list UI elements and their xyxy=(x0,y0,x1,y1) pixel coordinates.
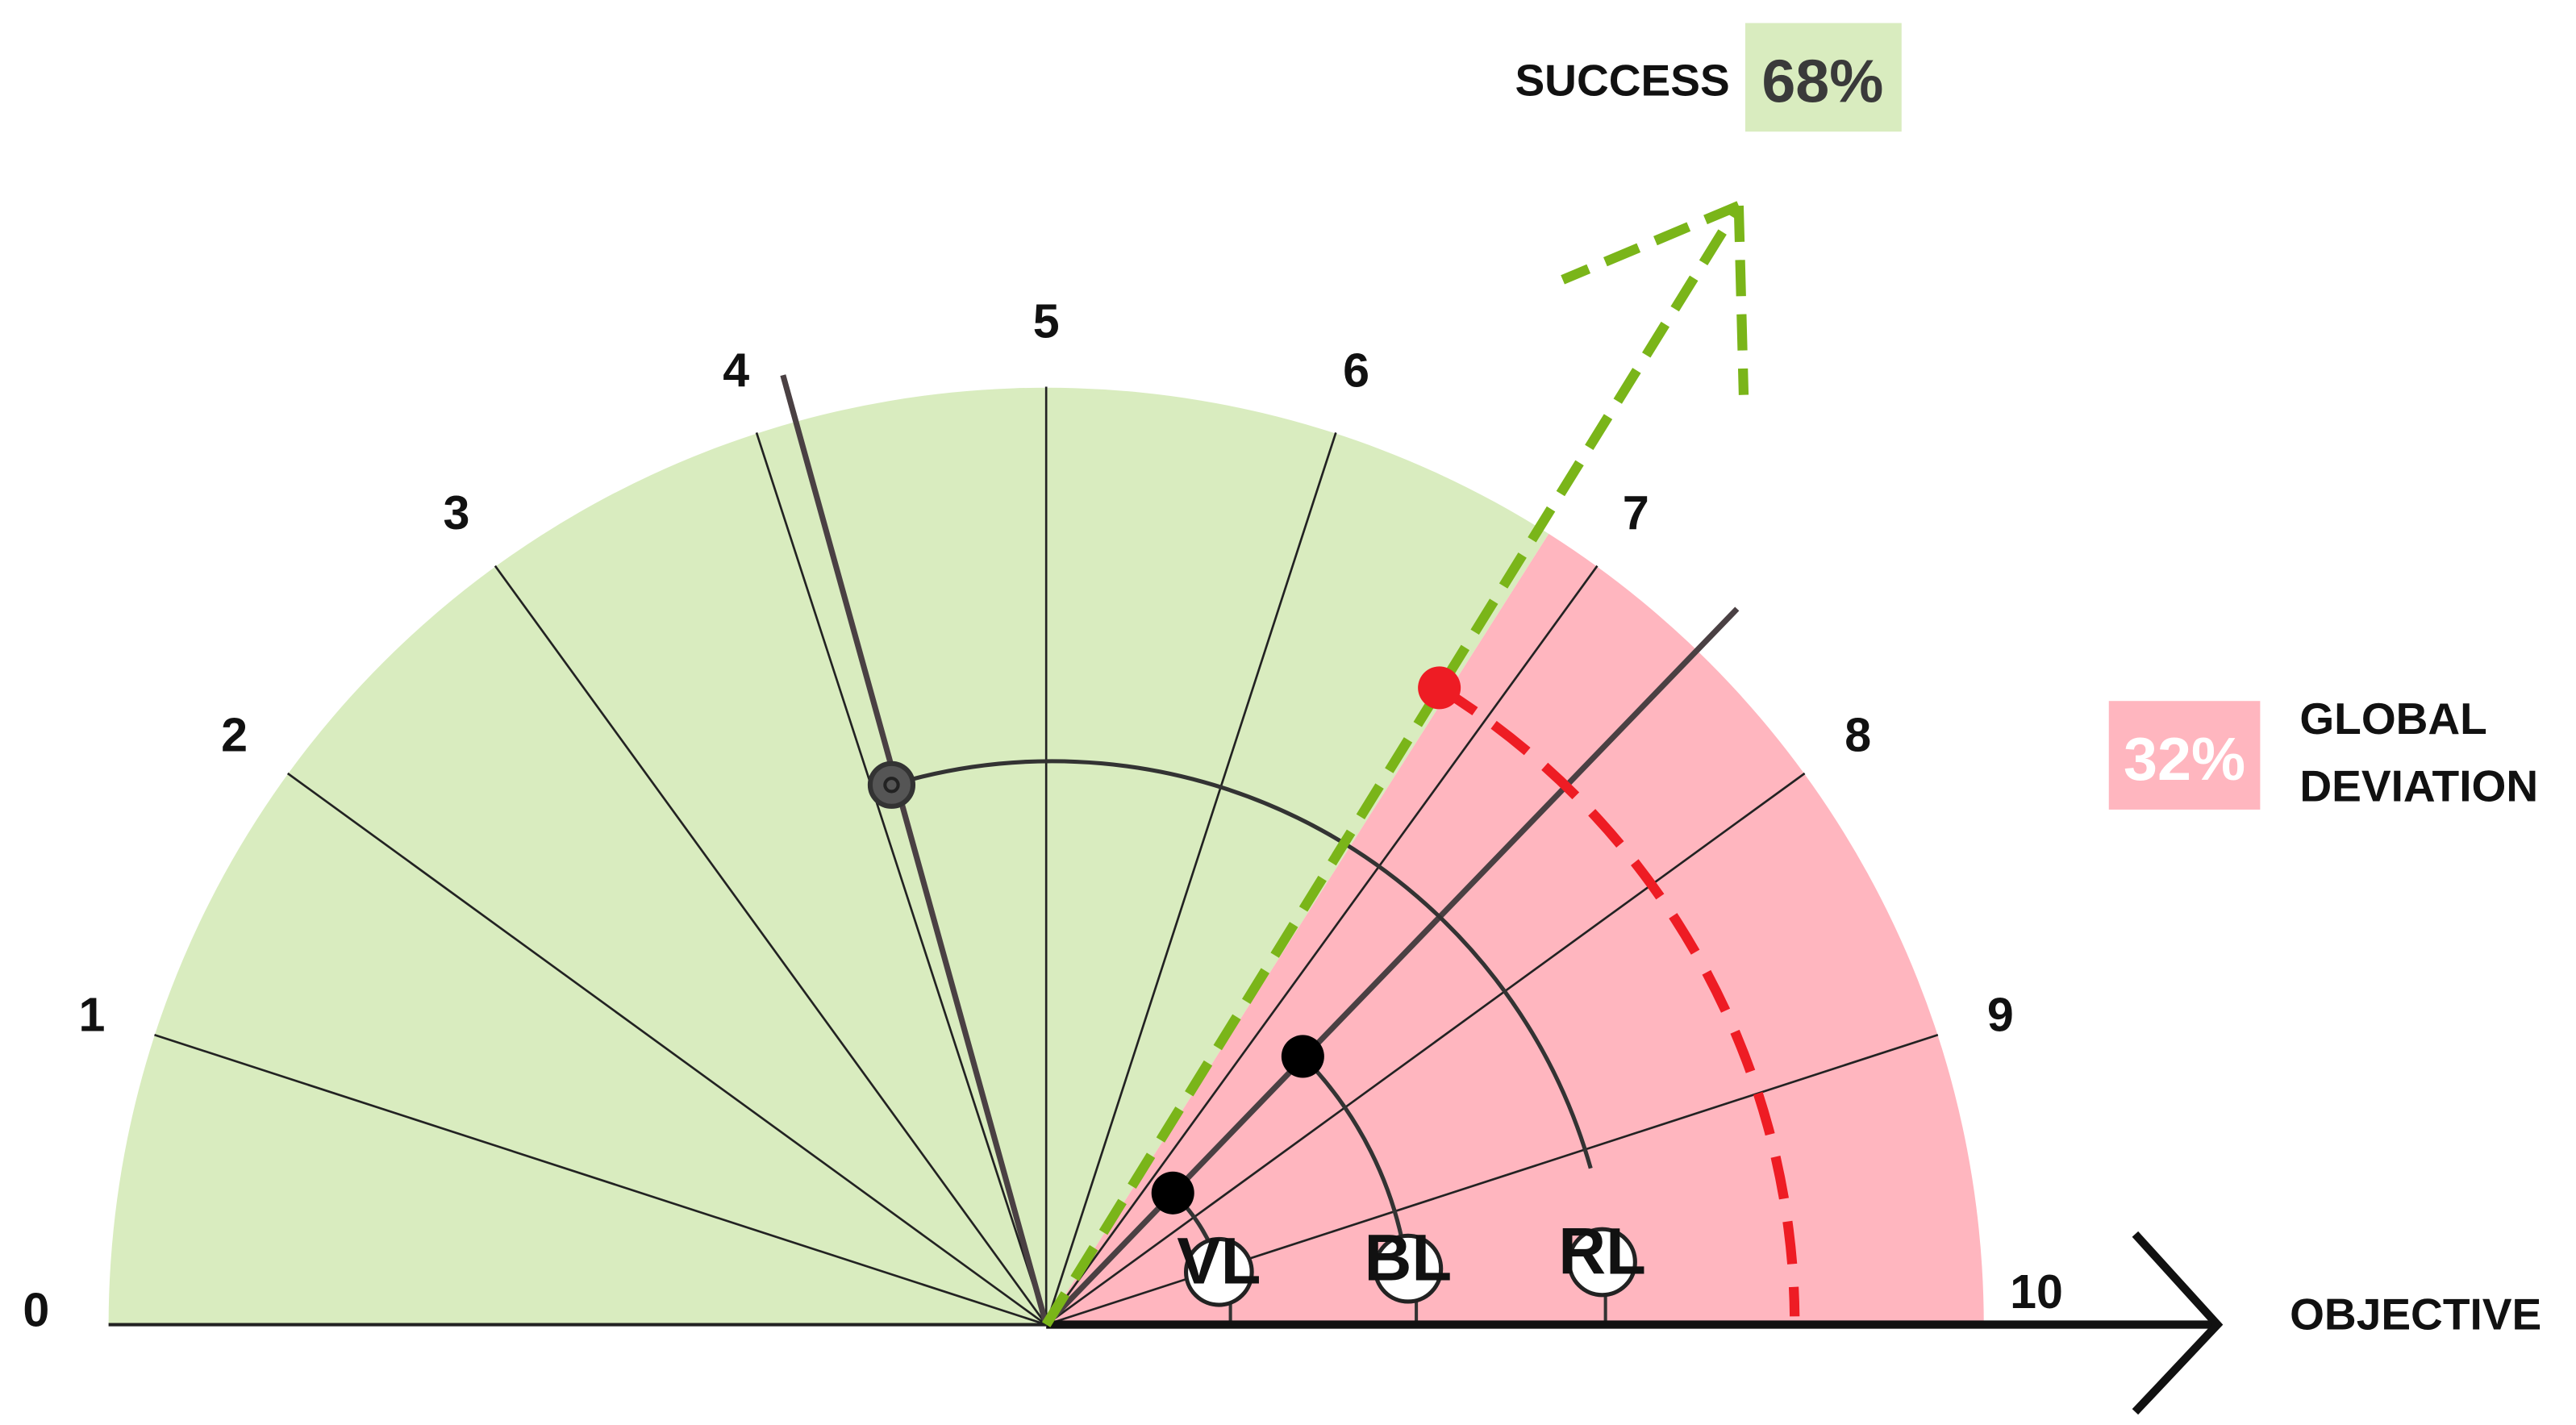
scale-label-4: 4 xyxy=(723,343,749,397)
left-pointer-line xyxy=(780,374,1049,1326)
radial-line-4 xyxy=(755,432,1048,1325)
deviation-sector xyxy=(1046,533,1984,1325)
radial-line-8 xyxy=(1045,772,1806,1326)
scale-label-3: 3 xyxy=(444,485,470,540)
deviation-label-line1: GLOBAL xyxy=(2299,694,2486,744)
scale-label-6: 6 xyxy=(1343,343,1369,397)
marker-bl: BL xyxy=(1365,1221,1453,1304)
radial-line-1 xyxy=(154,1033,1047,1326)
deviation-label-line2: DEVIATION xyxy=(2299,761,2538,811)
level-dot-2 xyxy=(1281,1035,1324,1078)
scale-label-9: 9 xyxy=(1987,987,2014,1041)
success-badge xyxy=(1745,23,1902,132)
marker-vl: VL xyxy=(1177,1225,1261,1307)
bl-arc xyxy=(1301,1055,1409,1265)
radial-line-3 xyxy=(494,565,1048,1326)
scale-labels: 0 1 2 3 4 5 6 7 8 9 10 xyxy=(23,294,2062,1336)
deviation-badge xyxy=(2108,701,2261,810)
level-dot-1 xyxy=(1151,1171,1194,1215)
scale-label-0: 0 xyxy=(23,1283,49,1337)
marker-vl-label: VL xyxy=(1177,1225,1261,1298)
objective-arrowhead xyxy=(2132,1231,2224,1415)
radial-line-7 xyxy=(1045,565,1599,1326)
deviation-percent: 32% xyxy=(2124,725,2245,793)
success-label: SUCCESS xyxy=(1515,55,1729,105)
radial-line-2 xyxy=(286,772,1047,1326)
deviation-dot xyxy=(1418,666,1461,710)
indicator-dot xyxy=(867,760,916,809)
scale-label-10: 10 xyxy=(2010,1265,2063,1319)
scale-label-7: 7 xyxy=(1623,485,1649,540)
scale-label-2: 2 xyxy=(221,707,248,761)
scale-label-8: 8 xyxy=(1844,707,1871,761)
radial-line-6 xyxy=(1044,432,1337,1325)
marker-bl-label: BL xyxy=(1365,1221,1453,1294)
marker-rl-label: RL xyxy=(1558,1215,1646,1288)
success-arrow xyxy=(1041,201,1749,1327)
marker-rl: RL xyxy=(1558,1215,1646,1298)
scale-label-1: 1 xyxy=(79,987,106,1041)
scale-label-5: 5 xyxy=(1033,294,1060,348)
indicator-dot-inner xyxy=(883,777,900,794)
success-percent: 68% xyxy=(1761,47,1883,115)
rl-arc xyxy=(890,759,1593,1169)
objective-label: OBJECTIVE xyxy=(2290,1290,2541,1340)
